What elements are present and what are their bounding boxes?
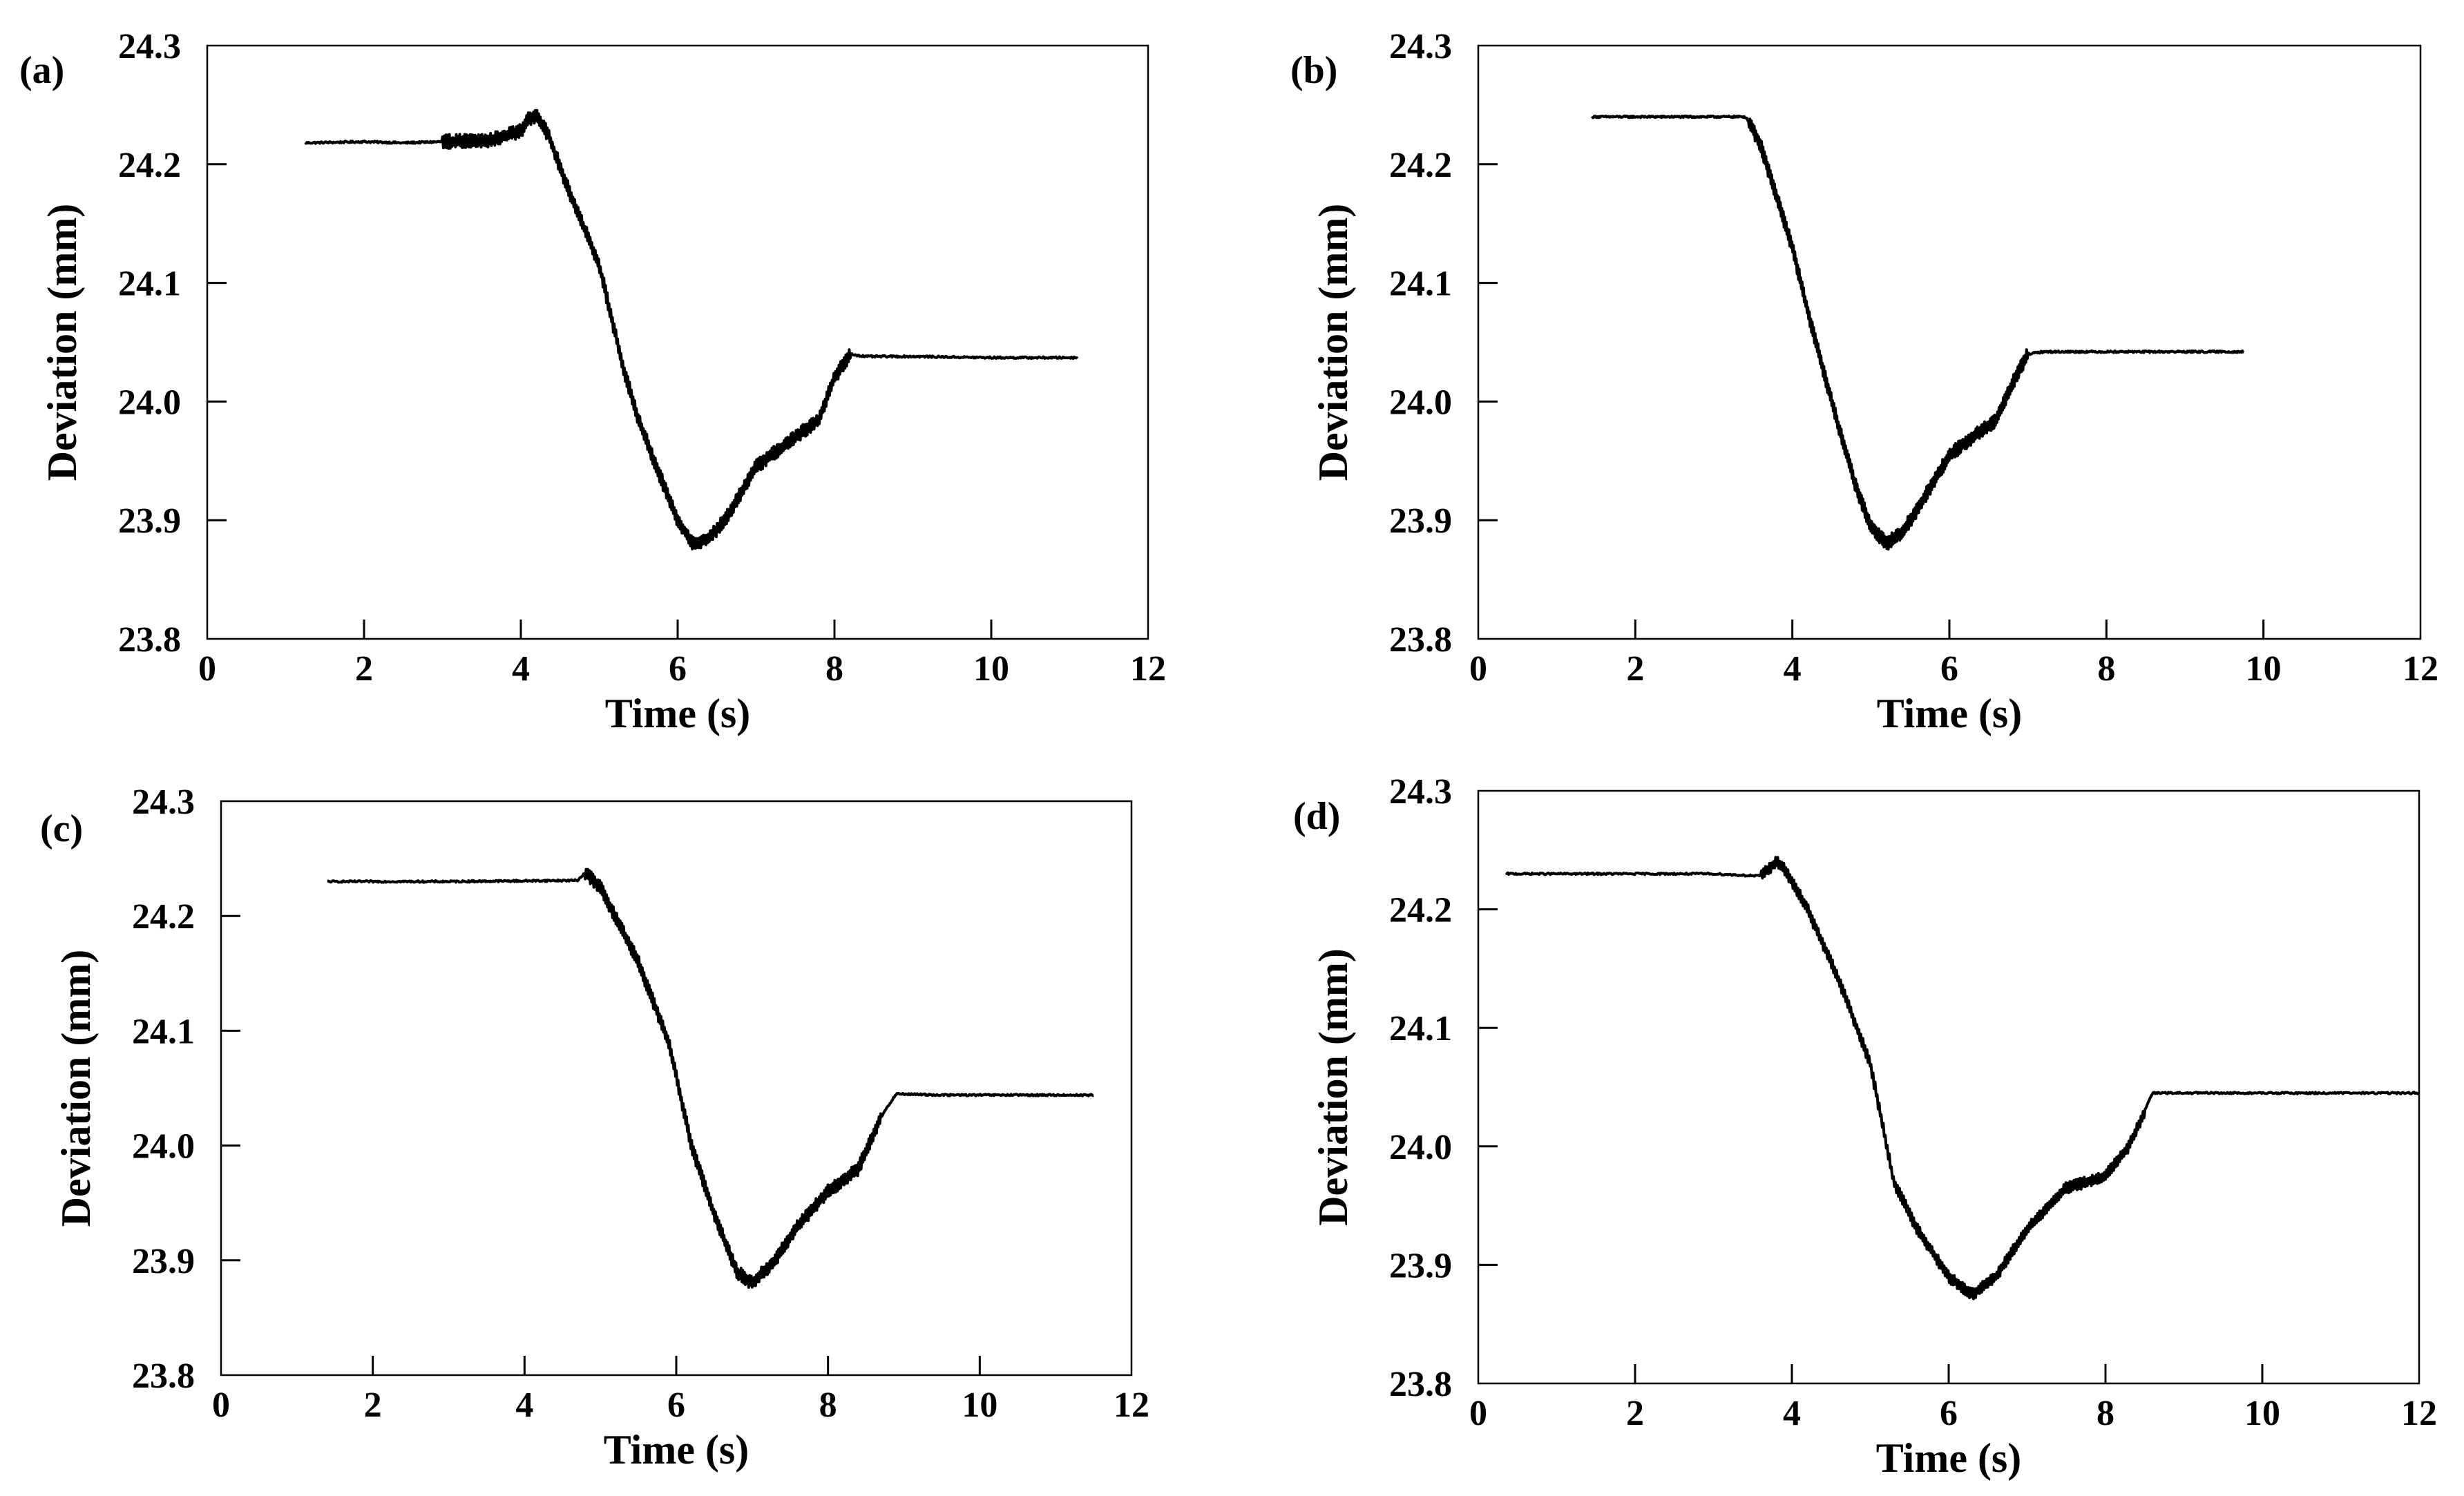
plot-frame-d xyxy=(1477,789,2420,1385)
y-tick-label-a: 23.8 xyxy=(118,620,181,660)
panel-label-a: (a) xyxy=(19,49,64,92)
x-tick-label-a: 0 xyxy=(198,649,216,689)
x-tick-label-b: 10 xyxy=(2246,649,2282,689)
x-tick-label-d: 0 xyxy=(1469,1394,1487,1433)
y-tick-label-d: 24.2 xyxy=(1389,891,1452,930)
x-tick-label-a: 2 xyxy=(355,649,373,689)
x-tick-label-d: 8 xyxy=(2097,1394,2114,1433)
x-tick-label-d: 4 xyxy=(1783,1394,1801,1433)
y-tick-label-d: 23.8 xyxy=(1389,1365,1452,1404)
plot-frame-a xyxy=(206,44,1149,640)
x-tick-label-b: 8 xyxy=(2097,649,2115,689)
x-axis-title-d: Time (s) xyxy=(1876,1435,2022,1481)
y-tick-label-a: 24.1 xyxy=(118,265,181,304)
y-tick-label-b: 24.2 xyxy=(1389,146,1452,185)
y-tick-label-d: 24.0 xyxy=(1389,1128,1452,1167)
x-tick-label-c: 12 xyxy=(1114,1385,1149,1425)
y-tick-label-a: 24.0 xyxy=(118,383,181,422)
x-tick-label-b: 0 xyxy=(1469,649,1487,689)
y-tick-label-c: 23.9 xyxy=(132,1242,195,1281)
panel-label-b: (b) xyxy=(1290,49,1337,92)
plot-frame-b xyxy=(1477,44,2422,640)
x-tick-label-b: 6 xyxy=(1940,649,1958,689)
x-tick-label-d: 2 xyxy=(1626,1394,1644,1433)
y-tick-label-a: 23.9 xyxy=(118,501,181,541)
x-tick-label-c: 0 xyxy=(212,1385,230,1425)
plot-frame-c xyxy=(220,800,1133,1377)
y-axis-title-c: Deviation (mm) xyxy=(53,950,99,1227)
y-axis-title-b: Deviation (mm) xyxy=(1310,204,1356,481)
y-axis-title-d: Deviation (mm) xyxy=(1310,948,1356,1226)
x-tick-label-d: 12 xyxy=(2401,1394,2437,1433)
x-axis-title-a: Time (s) xyxy=(605,691,751,736)
x-tick-label-a: 6 xyxy=(669,649,687,689)
y-tick-label-d: 24.3 xyxy=(1389,772,1452,812)
y-tick-label-b: 24.0 xyxy=(1389,383,1452,422)
y-tick-label-c: 23.8 xyxy=(132,1356,195,1396)
x-tick-label-b: 4 xyxy=(1784,649,1802,689)
x-tick-label-b: 2 xyxy=(1626,649,1644,689)
panel-label-d: (d) xyxy=(1293,795,1340,838)
x-tick-label-d: 6 xyxy=(1940,1394,1958,1433)
panel-label-c: (c) xyxy=(40,807,83,850)
y-tick-label-b: 23.9 xyxy=(1389,501,1452,541)
x-tick-label-a: 8 xyxy=(825,649,843,689)
y-tick-label-a: 24.3 xyxy=(118,27,181,66)
x-axis-title-c: Time (s) xyxy=(604,1427,749,1473)
y-tick-label-c: 24.1 xyxy=(132,1012,195,1051)
x-tick-label-c: 10 xyxy=(962,1385,997,1425)
x-tick-label-a: 4 xyxy=(512,649,530,689)
y-tick-label-d: 23.9 xyxy=(1389,1246,1452,1285)
x-tick-label-c: 8 xyxy=(819,1385,837,1425)
series-line-a xyxy=(304,108,1079,550)
x-axis-title-b: Time (s) xyxy=(1877,691,2023,736)
x-tick-label-b: 12 xyxy=(2403,649,2438,689)
x-tick-label-c: 4 xyxy=(515,1385,533,1425)
y-tick-label-b: 24.1 xyxy=(1389,265,1452,304)
y-tick-label-b: 24.3 xyxy=(1389,27,1452,66)
y-tick-label-a: 24.2 xyxy=(118,146,181,185)
y-tick-label-c: 24.0 xyxy=(132,1127,195,1167)
y-tick-label-c: 24.2 xyxy=(132,897,195,937)
series-line-d xyxy=(1505,856,2420,1301)
y-axis-title-a: Deviation (mm) xyxy=(39,204,85,481)
x-tick-label-d: 10 xyxy=(2244,1394,2280,1433)
y-tick-label-b: 23.8 xyxy=(1389,620,1452,660)
y-tick-label-c: 24.3 xyxy=(132,783,195,822)
series-line-c xyxy=(327,867,1094,1289)
series-line-b xyxy=(1591,114,2245,551)
y-tick-label-d: 24.1 xyxy=(1389,1009,1452,1048)
x-tick-label-c: 6 xyxy=(667,1385,685,1425)
x-tick-label-a: 10 xyxy=(973,649,1009,689)
x-tick-label-c: 2 xyxy=(364,1385,382,1425)
x-tick-label-a: 12 xyxy=(1130,649,1166,689)
